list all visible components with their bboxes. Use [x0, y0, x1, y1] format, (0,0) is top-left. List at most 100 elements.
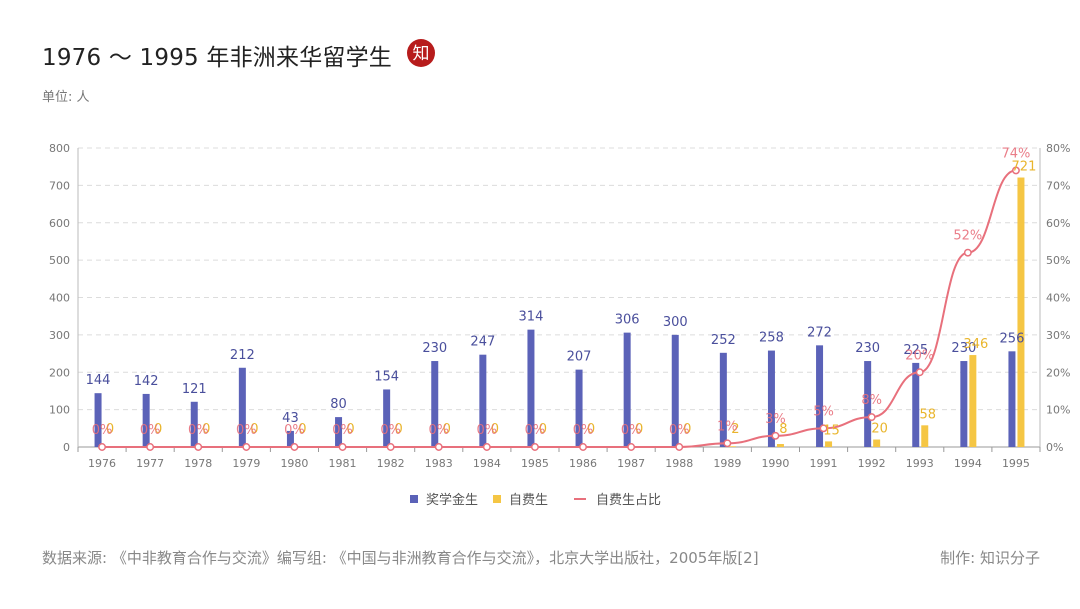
data-label-ratio: 0%	[188, 423, 209, 438]
bar-self-funded	[776, 444, 784, 447]
x-tick-label: 1986	[569, 457, 597, 470]
bar-self-funded	[728, 446, 736, 447]
ratio-point	[338, 443, 347, 451]
y-left-tick-label: 300	[49, 329, 70, 342]
data-label-scholarship: 144	[86, 373, 111, 388]
data-label-scholarship: 212	[230, 348, 255, 363]
data-label-scholarship: 207	[567, 350, 592, 365]
x-tick-label: 1984	[473, 457, 501, 470]
data-label-self-funded: 0	[683, 422, 691, 437]
y-right-tick-label: 0%	[1046, 441, 1063, 454]
x-tick-label: 1994	[954, 457, 982, 470]
bar-self-funded	[1017, 177, 1025, 447]
y-right-tick-label: 20%	[1046, 366, 1070, 379]
data-label-self-funded: 0	[346, 422, 354, 437]
y-right-tick-label: 30%	[1046, 329, 1070, 342]
y-left-tick-label: 800	[49, 142, 70, 155]
legend-label-ratio: 自费生占比	[596, 493, 661, 508]
bar-scholarship	[1008, 351, 1016, 447]
data-label-ratio: 5%	[813, 404, 834, 419]
x-tick-label: 1982	[377, 457, 405, 470]
y-right-tick-label: 80%	[1046, 142, 1070, 155]
x-tick-label: 1983	[425, 457, 453, 470]
y-left-tick-label: 500	[49, 254, 70, 267]
x-tick-label: 1979	[232, 457, 260, 470]
legend: 奖学金生 自费生 自费生占比	[410, 492, 661, 508]
data-label-scholarship: 43	[282, 411, 299, 426]
data-label-self-funded: 8	[779, 422, 787, 437]
data-label-self-funded: 0	[491, 422, 499, 437]
data-label-self-funded: 0	[106, 422, 114, 437]
bar-scholarship	[335, 417, 343, 447]
data-label-scholarship: 272	[807, 325, 832, 340]
ratio-point	[242, 443, 251, 451]
ratio-line	[98, 166, 1020, 451]
ratio-point	[146, 443, 155, 451]
ratio-point	[434, 443, 443, 451]
y-left-tick-label: 100	[49, 404, 70, 417]
y-axis-right: 0% 10% 20% 30% 40% 50% 60% 70% 80%	[1046, 142, 1070, 454]
data-label-ratio: 8%	[861, 393, 882, 408]
data-label-scholarship: 154	[374, 369, 399, 384]
x-tick-label: 1976	[88, 457, 116, 470]
data-label-self-funded: 0	[298, 422, 306, 437]
data-label-ratio: 0%	[140, 423, 161, 438]
ratio-point	[771, 431, 780, 440]
ratio-point	[98, 443, 107, 451]
y-right-tick-label: 50%	[1046, 254, 1070, 267]
data-label-self-funded: 0	[635, 422, 643, 437]
data-label-self-funded: 20	[871, 422, 888, 437]
bar-scholarship	[623, 332, 631, 447]
ratio-point	[1012, 166, 1020, 175]
bar-scholarship	[767, 350, 775, 447]
ratio-point	[675, 443, 684, 451]
data-label-ratio: 0%	[92, 423, 113, 438]
y-right-tick-label: 10%	[1046, 404, 1070, 417]
data-label-scholarship: 300	[663, 315, 688, 330]
bar-self-funded	[825, 441, 833, 447]
x-tick-label: 1988	[665, 457, 693, 470]
x-tick-label: 1981	[329, 457, 357, 470]
data-label-scholarship: 230	[855, 341, 880, 356]
x-tick-label: 1989	[713, 457, 741, 470]
data-label-ratio: 74%	[1001, 146, 1030, 161]
ratio-point	[386, 443, 395, 451]
data-label-self-funded: 721	[1012, 160, 1037, 175]
data-label-self-funded: 0	[250, 422, 258, 437]
x-tick-label: 1985	[521, 457, 549, 470]
bar-scholarship	[286, 430, 294, 447]
bar-scholarship	[912, 362, 920, 447]
source-note: 数据来源: 《中非教育合作与交流》编写组: 《中国与非洲教育合作与交流》，北京大…	[42, 549, 759, 567]
y-left-tick-label: 200	[49, 366, 70, 379]
bar-scholarship	[479, 354, 487, 447]
data-label-scholarship: 256	[1000, 331, 1025, 346]
data-label-ratio: 0%	[284, 423, 305, 438]
y-right-tick-label: 60%	[1046, 217, 1070, 230]
ratio-point	[579, 443, 587, 451]
logo-icon: 知	[407, 39, 435, 67]
bar-scholarship	[864, 361, 872, 447]
data-label-self-funded: 0	[443, 422, 451, 437]
data-label-self-funded: 0	[587, 422, 595, 437]
legend-label-scholarship: 奖学金生	[426, 492, 478, 508]
y-axis-left: 0 100 200 300 400 500 600 700 800	[49, 142, 70, 454]
data-label-scholarship: 306	[615, 313, 640, 328]
ratio-point	[627, 443, 636, 451]
y-left-tick-label: 0	[63, 441, 70, 454]
data-label-ratio: 0%	[669, 423, 690, 438]
bar-self-funded	[921, 425, 929, 447]
x-tick-label: 1990	[761, 457, 789, 470]
credit-note: 制作: 知识分子	[940, 549, 1040, 567]
ratio-point	[819, 424, 828, 433]
data-label-ratio: 3%	[765, 412, 786, 427]
data-label-scholarship: 247	[470, 335, 495, 350]
ratio-point	[531, 443, 539, 451]
y-left-tick-label: 600	[49, 217, 70, 230]
data-label-self-funded: 0	[539, 422, 547, 437]
data-label-ratio: 0%	[525, 423, 546, 438]
x-tick-label: 1995	[1002, 457, 1030, 470]
data-label-self-funded: 0	[154, 422, 162, 437]
svg-text:知: 知	[413, 44, 430, 64]
x-tick-label: 1977	[136, 457, 164, 470]
